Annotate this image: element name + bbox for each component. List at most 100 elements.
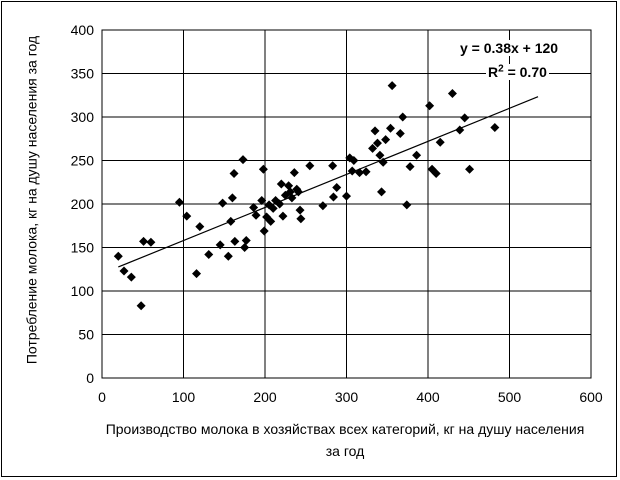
data-point (447, 89, 457, 99)
data-point (238, 155, 248, 165)
y-tick-label: 350 (71, 66, 95, 82)
x-tick-label: 500 (498, 389, 522, 405)
y-tick-label: 200 (71, 196, 95, 212)
data-point (342, 191, 351, 201)
data-point (435, 137, 445, 147)
data-point (192, 269, 202, 279)
plot-area (101, 29, 592, 379)
data-point (293, 187, 303, 197)
y-axis-title-box: Потребление молока, кг на душу населения… (22, 20, 42, 380)
r-squared-exponent: 2 (498, 63, 504, 75)
data-point (240, 243, 250, 252)
data-point (295, 205, 305, 215)
data-point (318, 201, 328, 211)
data-point (402, 200, 412, 210)
data-point (223, 251, 233, 261)
data-point (289, 168, 299, 178)
data-point (386, 123, 396, 133)
data-point (455, 125, 465, 135)
x-tick-labels: 0 100 200 300 400 500 600 (98, 389, 603, 405)
x-tick-label: 0 (98, 389, 106, 405)
data-point (372, 138, 382, 148)
data-point (347, 166, 357, 176)
y-tick-labels: 0 50 100 150 200 250 300 350 400 (71, 22, 95, 386)
y-tick-label: 250 (71, 153, 95, 169)
data-point (215, 240, 225, 250)
data-point (368, 143, 378, 153)
data-point (412, 150, 422, 160)
data-point (257, 196, 267, 206)
data-point (328, 192, 338, 202)
data-point (387, 81, 397, 91)
x-tick-label: 600 (579, 389, 603, 405)
y-axis-title: Потребление молока, кг на душу населения… (23, 35, 40, 365)
data-point (278, 211, 288, 221)
trendline (118, 96, 539, 268)
data-point (249, 202, 259, 212)
data-point (251, 210, 261, 220)
data-point (268, 203, 278, 213)
data-point (146, 237, 156, 247)
y-tick-label: 50 (78, 327, 94, 343)
data-point (276, 179, 286, 189)
data-point (229, 169, 239, 179)
data-point (395, 129, 405, 139)
data-point (460, 113, 470, 123)
y-tick-label: 0 (86, 370, 94, 386)
data-point (258, 164, 268, 174)
x-tick-label: 400 (416, 389, 440, 405)
data-point (226, 216, 236, 226)
data-point (139, 236, 149, 246)
y-tick-label: 150 (71, 240, 95, 256)
y-tick-label: 100 (71, 283, 95, 299)
data-point (241, 236, 251, 246)
data-point (355, 168, 365, 178)
x-tick-label: 300 (335, 389, 359, 405)
x-tick-label: 100 (172, 389, 196, 405)
data-point (136, 301, 146, 311)
data-point (218, 198, 228, 208)
data-point (490, 122, 500, 132)
data-point (381, 135, 391, 145)
y-tick-label: 300 (71, 109, 95, 125)
data-point (259, 226, 269, 236)
data-point (113, 251, 123, 261)
x-tick-label: 200 (253, 389, 277, 405)
data-point (204, 249, 214, 259)
data-point (182, 211, 192, 221)
data-point (378, 157, 388, 167)
data-point (287, 193, 297, 203)
data-point (195, 222, 205, 232)
data-point (119, 266, 129, 276)
x-axis-title: Производство молока в хозяйствах всех ка… (105, 421, 585, 459)
data-point (377, 187, 387, 197)
r-squared-prefix: R (488, 64, 499, 80)
trendline-group (118, 96, 539, 268)
data-point (425, 101, 435, 111)
y-tick-label: 400 (71, 22, 95, 38)
data-point (361, 167, 371, 177)
data-point (230, 236, 240, 246)
data-point (332, 182, 342, 192)
data-point (328, 161, 338, 171)
data-point (227, 193, 237, 203)
data-point (349, 156, 359, 165)
gridlines (101, 29, 592, 379)
r-squared-value: = 0.70 (503, 64, 547, 80)
data-point (375, 150, 385, 160)
data-point (275, 199, 285, 209)
data-point (266, 216, 276, 226)
data-point (465, 164, 475, 174)
data-point (405, 162, 415, 172)
trendline-equation: y = 0.38x + 120 (458, 40, 561, 56)
data-points (113, 81, 500, 311)
data-point (126, 272, 136, 282)
data-point (305, 161, 315, 171)
data-point (296, 214, 306, 224)
r-squared-label: R2 = 0.70 (486, 64, 549, 80)
data-point (174, 197, 184, 207)
data-point (398, 112, 408, 122)
data-point (370, 126, 380, 136)
